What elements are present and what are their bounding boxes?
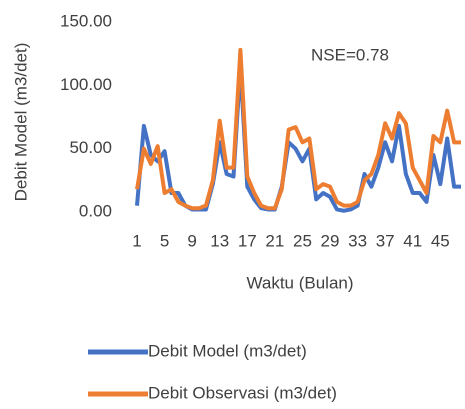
y-tick-label: 50.00	[69, 138, 112, 157]
y-tick-label: 100.00	[60, 75, 112, 94]
x-tick-label: 5	[160, 231, 169, 250]
x-tick-label: 45	[431, 231, 450, 250]
x-tick-label: 29	[321, 231, 340, 250]
x-tick-label: 17	[238, 231, 257, 250]
x-tick-label: 13	[210, 231, 229, 250]
x-tick-label: 33	[348, 231, 367, 250]
series-line	[135, 47, 461, 211]
legend-label: Debit Model (m3/det)	[148, 341, 307, 360]
y-tick-label: 150.00	[60, 11, 112, 30]
x-tick-label: 25	[293, 231, 312, 250]
y-axis-label: Debit Model (m3/det)	[11, 43, 30, 202]
x-tick-label: 37	[376, 231, 395, 250]
x-tick-label: 21	[265, 231, 284, 250]
x-axis-label: Waktu (Bulan)	[246, 273, 353, 292]
legend-label: Debit Observasi (m3/det)	[148, 383, 337, 402]
x-tick-label: 9	[187, 231, 196, 250]
x-tick-label: 41	[403, 231, 422, 250]
x-tick-label: 1	[132, 231, 141, 250]
annotation: NSE=0.78	[311, 45, 389, 64]
y-tick-label: 0.00	[79, 201, 112, 220]
